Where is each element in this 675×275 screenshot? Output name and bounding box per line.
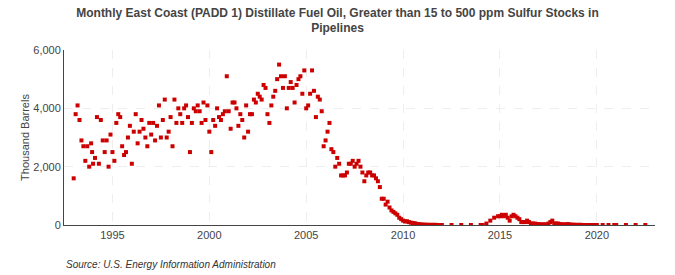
svg-text:2020: 2020 — [585, 229, 609, 241]
svg-text:0: 0 — [55, 219, 61, 231]
svg-text:2010: 2010 — [391, 229, 415, 241]
svg-text:Monthly East Coast (PADD 1) Di: Monthly East Coast (PADD 1) Distillate F… — [76, 6, 599, 36]
svg-text:6,000: 6,000 — [33, 44, 61, 56]
svg-text:2015: 2015 — [488, 229, 512, 241]
svg-text:Thousand Barrels: Thousand Barrels — [19, 94, 31, 181]
svg-text:4,000: 4,000 — [33, 102, 61, 114]
svg-text:Source: U.S. Energy Informatio: Source: U.S. Energy Information Administ… — [66, 259, 276, 270]
svg-text:1995: 1995 — [100, 229, 124, 241]
svg-text:2,000: 2,000 — [33, 161, 61, 173]
svg-text:2005: 2005 — [294, 229, 318, 241]
svg-text:2000: 2000 — [197, 229, 221, 241]
